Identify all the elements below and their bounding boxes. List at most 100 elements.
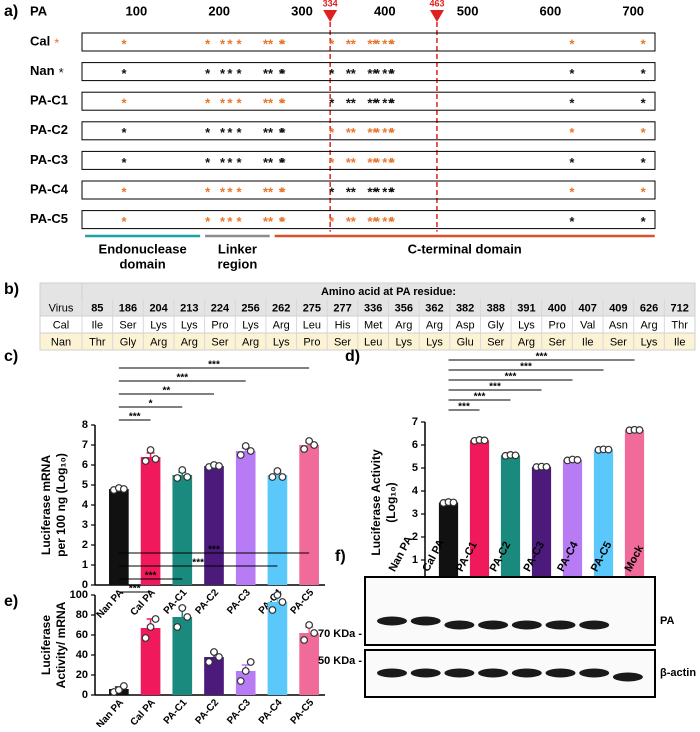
- mutation-marker: *: [237, 36, 243, 51]
- amino-acid: Leu: [303, 319, 321, 331]
- amino-acid: Arg: [181, 336, 198, 348]
- panel-label: e): [4, 593, 18, 610]
- mutation-marker: *: [205, 184, 211, 199]
- data-point: [119, 485, 128, 493]
- amino-acid: Gly: [488, 319, 505, 331]
- mutation-marker: *: [121, 155, 127, 170]
- y-tick-label: 8: [82, 419, 88, 431]
- mutation-marker: *: [367, 125, 373, 140]
- mutation-marker: *: [372, 125, 378, 140]
- y-axis-label: per 100 ng (Log₁₀): [54, 453, 68, 557]
- mutation-marker: *: [280, 184, 286, 199]
- amino-acid: Thr: [89, 336, 106, 348]
- significance-label: ***: [145, 571, 157, 582]
- data-point: [542, 462, 551, 471]
- amino-acid: Arg: [273, 319, 290, 331]
- mutation-marker: *: [220, 96, 226, 111]
- residue-number: 224: [211, 302, 230, 314]
- mutation-marker: *: [388, 36, 394, 51]
- marker-label: 334: [323, 0, 338, 8]
- mutation-marker: *: [569, 125, 575, 140]
- amino-acid: Lys: [242, 319, 259, 331]
- data-point: [273, 591, 282, 599]
- mutation-marker: *: [263, 155, 269, 170]
- data-point: [604, 445, 613, 454]
- amino-acid: Ile: [92, 319, 104, 331]
- mutation-marker: *: [388, 184, 394, 199]
- bar: [469, 440, 490, 583]
- virus-name: Nan: [51, 336, 71, 348]
- mutation-marker: *: [220, 184, 226, 199]
- amino-acid: Asp: [456, 319, 475, 331]
- table-header-bg: [39, 282, 696, 317]
- mutation-marker: *: [205, 36, 211, 51]
- mutation-marker: *: [351, 214, 357, 229]
- significance-label: ***: [474, 392, 486, 403]
- bar: [235, 451, 256, 585]
- pa-band: [579, 620, 610, 630]
- panel-label: b): [4, 281, 19, 298]
- amino-acid: Lys: [273, 336, 290, 348]
- mutation-marker: *: [268, 214, 274, 229]
- mutation-marker: *: [280, 66, 286, 81]
- x-tick-label: PA-C4: [257, 697, 285, 726]
- mutation-marker: *: [641, 125, 647, 140]
- amino-acid: Lys: [518, 319, 535, 331]
- mutation-marker: *: [569, 96, 575, 111]
- pa-band: [444, 620, 475, 630]
- x-tick-label: PA-C1: [162, 697, 190, 726]
- amino-acid: Arg: [150, 336, 167, 348]
- virus-name: Cal: [53, 319, 70, 331]
- amino-acid: Thr: [671, 319, 688, 331]
- mutation-marker: *: [375, 155, 381, 170]
- x-tick-label: Cal PA: [129, 697, 158, 727]
- mutation-marker: *: [220, 125, 226, 140]
- pa-tick-label: 200: [208, 3, 230, 18]
- actin-band: [377, 668, 407, 678]
- bar: [172, 617, 193, 695]
- mutation-marker: *: [346, 214, 352, 229]
- residue-number: 626: [640, 302, 658, 314]
- data-point: [241, 442, 250, 450]
- bar: [267, 602, 288, 695]
- y-tick-label: 4: [82, 499, 89, 511]
- mutation-marker: *: [280, 96, 286, 111]
- data-point: [300, 636, 309, 644]
- amino-acid: Lys: [181, 319, 198, 331]
- mutation-marker: *: [121, 96, 127, 111]
- mutation-marker: *: [227, 125, 233, 140]
- data-point: [119, 682, 128, 690]
- actin-band: [410, 668, 441, 678]
- x-tick-label: PA-C2: [193, 697, 221, 726]
- residue-number: 400: [548, 302, 566, 314]
- y-axis-label: Luciferase mRNA: [39, 455, 53, 555]
- blot-frame: [364, 576, 656, 646]
- mutation-marker: *: [329, 155, 335, 170]
- x-tick-label: PA-C1: [162, 587, 190, 616]
- amino-acid: Ser: [610, 336, 627, 348]
- blot-frame: [364, 649, 656, 698]
- data-point: [573, 456, 582, 464]
- amino-acid: Ser: [549, 336, 566, 348]
- mutation-marker: *: [388, 125, 394, 140]
- mutation-marker: *: [268, 155, 274, 170]
- y-tick-label: 40: [76, 649, 88, 661]
- domain-label: Endonuclease: [99, 241, 187, 256]
- amino-acid: Pro: [549, 319, 566, 331]
- x-tick-label: PA-C3: [225, 697, 253, 726]
- y-axis-label: (Log₁₀): [384, 482, 398, 522]
- pa-band: [478, 620, 509, 630]
- row-label: Nan: [30, 63, 55, 78]
- data-point: [151, 455, 160, 463]
- mutation-marker: *: [121, 214, 127, 229]
- segment-box: [81, 62, 656, 82]
- mutation-marker: *: [329, 66, 335, 81]
- significance-label: ***: [129, 584, 141, 595]
- panel-label: a): [4, 3, 18, 20]
- mutation-marker: *: [390, 125, 396, 140]
- mutation-marker: *: [351, 184, 357, 199]
- residue-number: 213: [180, 302, 198, 314]
- bar: [299, 633, 319, 695]
- actin-band: [478, 668, 509, 678]
